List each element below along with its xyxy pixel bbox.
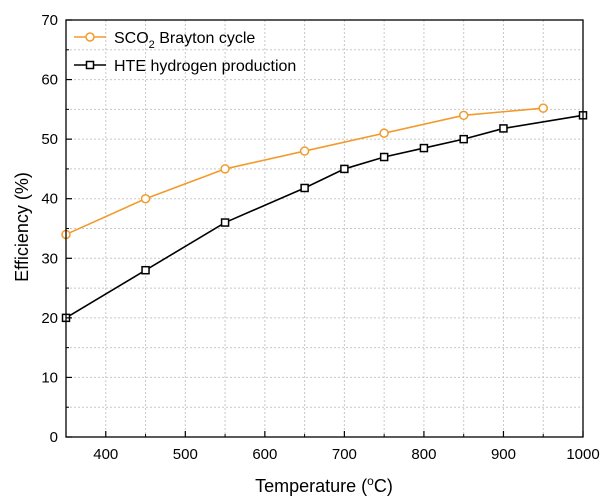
y-tick-label: 40 <box>41 191 58 208</box>
data-point <box>220 164 230 174</box>
y-tick-label: 0 <box>50 429 58 446</box>
series-layer <box>61 103 588 323</box>
x-tick-label: 700 <box>332 446 357 463</box>
y-axis-label: Efficiency (%) <box>12 172 32 282</box>
legend-marker <box>85 60 95 70</box>
data-point <box>340 164 349 174</box>
data-point <box>220 218 230 227</box>
data-point <box>299 146 310 156</box>
y-tick-label: 60 <box>41 72 58 89</box>
data-point <box>499 124 508 133</box>
series-line <box>65 114 584 319</box>
x-tick-label: 1000 <box>566 446 599 463</box>
legend-label: SCO2 Brayton cycle <box>114 30 255 51</box>
y-tick-label: 50 <box>41 131 58 148</box>
grid-lines <box>66 20 583 437</box>
x-axis-label: Temperature (oC) <box>255 474 393 496</box>
y-tick-label: 20 <box>41 310 58 327</box>
data-point <box>459 134 468 144</box>
data-point <box>141 265 150 275</box>
data-point <box>140 193 151 204</box>
legend-marker <box>85 32 95 42</box>
data-point <box>300 183 309 193</box>
series-line <box>65 107 544 236</box>
data-point <box>458 110 469 121</box>
data-point <box>538 103 548 113</box>
x-tick-label: 800 <box>411 446 436 463</box>
data-point <box>379 128 389 138</box>
legend-item-1: SCO2 Brayton cycle <box>74 30 255 51</box>
x-tick-label: 400 <box>93 446 118 463</box>
series-1 <box>61 103 548 240</box>
y-tick-label: 10 <box>41 369 58 386</box>
data-point <box>379 152 389 162</box>
series-2 <box>61 111 588 323</box>
y-tick-label: 70 <box>41 12 58 29</box>
data-point <box>419 143 429 153</box>
x-tick-label: 900 <box>491 446 516 463</box>
x-tick-label: 600 <box>252 446 277 463</box>
legend-item-2: HTE hydrogen production <box>74 58 296 75</box>
y-tick-label: 30 <box>41 250 58 267</box>
axes: 400 500 600 700 800 900 1000 0 10 20 30 40 50 60 70 <box>41 12 599 463</box>
legend: SCO2 Brayton cycle HTE hydrogen productio… <box>74 30 296 75</box>
legend-label: HTE hydrogen production <box>114 58 296 75</box>
x-tick-label: 500 <box>173 446 198 463</box>
